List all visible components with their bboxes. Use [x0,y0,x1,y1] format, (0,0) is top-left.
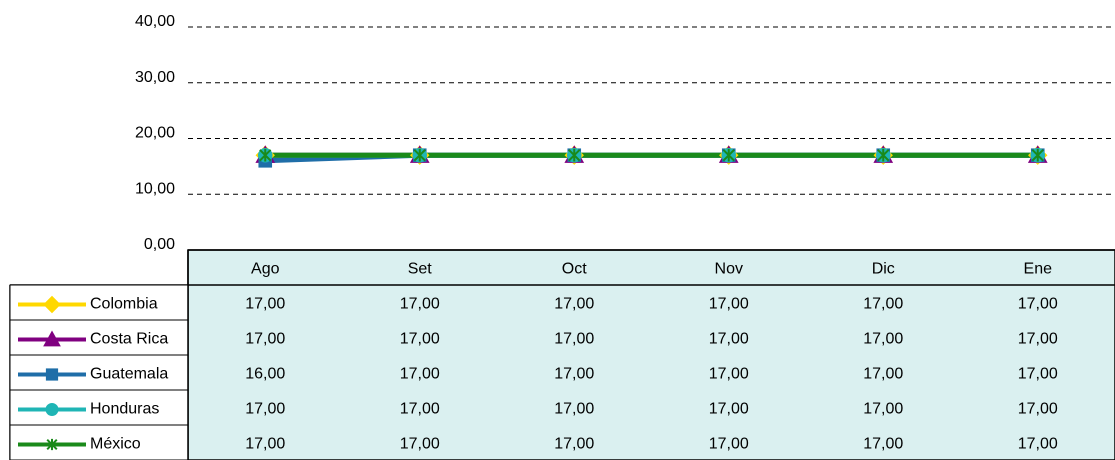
table-value: 17,00 [863,401,903,418]
marker [1031,148,1044,162]
y-tick-label: 10,00 [135,180,175,197]
table-value: 17,00 [1018,331,1058,348]
table-value: 17,00 [1018,436,1058,453]
table-value: 17,00 [709,366,749,383]
table-background [187,249,1115,460]
table-value: 17,00 [245,296,285,313]
table-value: 17,00 [554,366,594,383]
x-tick-label: Set [408,261,433,278]
legend-label: Honduras [90,401,159,418]
table-value: 17,00 [1018,296,1058,313]
x-tick-label: Nov [715,261,743,278]
y-tick-label: 40,00 [135,13,175,30]
x-tick-label: Dic [872,261,895,278]
legend-label: México [90,436,141,453]
table-value: 17,00 [245,401,285,418]
table-value: 17,00 [400,436,440,453]
table-value: 17,00 [863,331,903,348]
table-value: 17,00 [554,296,594,313]
marker [259,148,272,162]
marker [43,330,61,347]
marker [413,148,426,162]
table-value: 17,00 [554,436,594,453]
table-value: 17,00 [400,331,440,348]
table-value: 17,00 [554,401,594,418]
table-value: 17,00 [245,436,285,453]
marker [45,368,59,381]
table-value: 17,00 [863,296,903,313]
table-value: 17,00 [709,436,749,453]
marker [45,403,59,416]
table-value: 17,00 [709,296,749,313]
table-value: 17,00 [245,331,285,348]
table-value: 17,00 [400,296,440,313]
marker [46,438,58,451]
table-value: 17,00 [400,401,440,418]
marker [877,148,890,162]
table-value: 17,00 [709,331,749,348]
table-value: 17,00 [709,401,749,418]
legend-label: Colombia [90,296,158,313]
y-tick-label: 30,00 [135,69,175,86]
x-tick-label: Ene [1024,261,1053,278]
marker [43,295,61,314]
table-value: 17,00 [863,366,903,383]
x-tick-label: Oct [562,261,587,278]
table-value: 17,00 [554,331,594,348]
table-value: 17,00 [1018,366,1058,383]
y-tick-label: 20,00 [135,125,175,142]
table-value: 17,00 [863,436,903,453]
marker [568,148,581,162]
table-value: 17,00 [400,366,440,383]
legend-label: Costa Rica [90,331,168,348]
table-value: 16,00 [245,366,285,383]
x-tick-label: Ago [251,261,280,278]
marker [722,148,735,162]
legend-label: Guatemala [90,366,168,383]
y-tick-label: 0,00 [144,236,175,253]
table-value: 17,00 [1018,401,1058,418]
